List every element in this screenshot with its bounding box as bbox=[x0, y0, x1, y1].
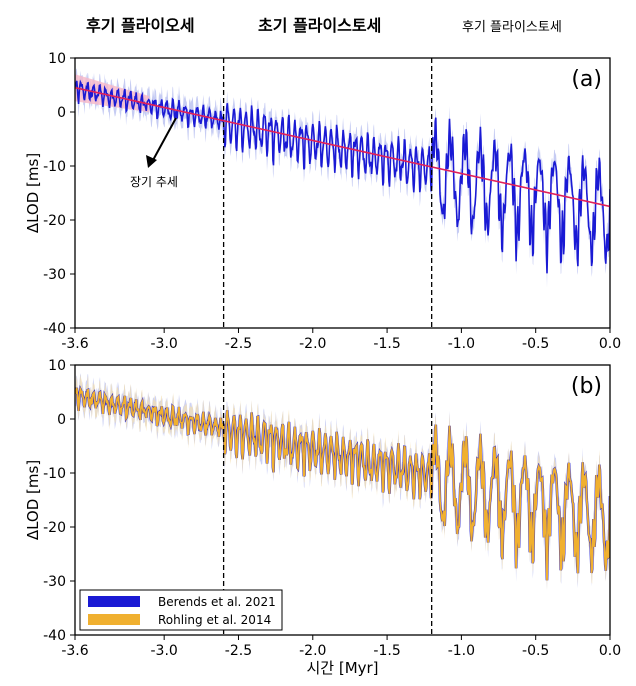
x-tick-label: -2.5 bbox=[225, 643, 252, 659]
x-tick-label: -1.5 bbox=[373, 336, 400, 352]
epoch-label-early-pleistocene: 초기 플라이스토세 bbox=[258, 16, 382, 35]
y-axis-label: ΔLOD [ms] bbox=[24, 153, 42, 233]
x-tick-label: 0.0 bbox=[599, 643, 621, 659]
panel-label: (b) bbox=[571, 374, 602, 399]
x-tick-label: -2.0 bbox=[299, 336, 326, 352]
y-axis-label: ΔLOD [ms] bbox=[24, 460, 42, 540]
legend-swatch-rohling bbox=[88, 614, 140, 625]
y-tick-label: 0 bbox=[57, 412, 66, 428]
panel-label: (a) bbox=[571, 67, 602, 92]
legend-label-berends: Berends et al. 2021 bbox=[158, 595, 276, 609]
y-tick-label: -30 bbox=[43, 574, 66, 590]
y-tick-label: 0 bbox=[57, 105, 66, 121]
trend-line bbox=[75, 86, 610, 208]
y-tick-label: -20 bbox=[43, 213, 66, 229]
trend-annotation: 장기 추세 bbox=[130, 175, 178, 189]
rohling-uncertainty-band bbox=[75, 374, 610, 591]
x-tick-label: -3.0 bbox=[151, 643, 178, 659]
legend-swatch-berends bbox=[88, 596, 140, 607]
epoch-label-late-pliocene: 후기 플라이오세 bbox=[86, 16, 195, 35]
x-tick-label: -0.5 bbox=[522, 643, 549, 659]
x-tick-label: -2.5 bbox=[225, 336, 252, 352]
panel-a: -3.6 -3.0 -2.5 -2.0 -1.5 -1.0 -0.5 0.0 10 0 -10 -20… bbox=[24, 51, 621, 352]
x-axis-label: 시간 [Myr] bbox=[306, 659, 378, 677]
legend: Berends et al. 2021 Rohling et al. 2014 bbox=[79, 589, 283, 631]
x-tick-label: -2.0 bbox=[299, 643, 326, 659]
y-tick-label: -40 bbox=[43, 628, 66, 644]
x-tick-label: -1.5 bbox=[373, 643, 400, 659]
epoch-label-late-pleistocene: 후기 플라이스토세 bbox=[462, 20, 562, 35]
y-tick-label: -20 bbox=[43, 520, 66, 536]
x-tick-label: -3.0 bbox=[151, 336, 178, 352]
y-tick-label: -10 bbox=[43, 466, 66, 482]
x-tick-label: -1.0 bbox=[448, 336, 475, 352]
series-line-rohling bbox=[75, 386, 610, 581]
y-tick-label: -30 bbox=[43, 267, 66, 283]
plot-area bbox=[75, 68, 610, 288]
x-tick-label: 0.0 bbox=[599, 336, 621, 352]
y-tick-label: -40 bbox=[43, 321, 66, 337]
series-line-berends bbox=[75, 79, 610, 274]
x-tick-label: -3.6 bbox=[61, 643, 88, 659]
x-tick-label: -3.6 bbox=[61, 336, 88, 352]
trend-arrow-line bbox=[151, 117, 177, 163]
y-tick-label: 10 bbox=[48, 51, 66, 67]
x-tick-label: -1.0 bbox=[448, 643, 475, 659]
plot-frame bbox=[74, 364, 611, 636]
x-tick-label: -0.5 bbox=[522, 336, 549, 352]
y-tick-label: 10 bbox=[48, 358, 66, 374]
plot-frame bbox=[74, 57, 611, 329]
trend-arrow-head bbox=[146, 155, 157, 168]
legend-label-rohling: Rohling et al. 2014 bbox=[158, 613, 271, 627]
plot-area bbox=[75, 373, 610, 591]
panel-b: -3.6 -3.0 -2.5 -2.0 -1.5 -1.0 -0.5 0.0 10 0 -10 -20… bbox=[24, 358, 621, 677]
y-tick-label: -10 bbox=[43, 159, 66, 175]
